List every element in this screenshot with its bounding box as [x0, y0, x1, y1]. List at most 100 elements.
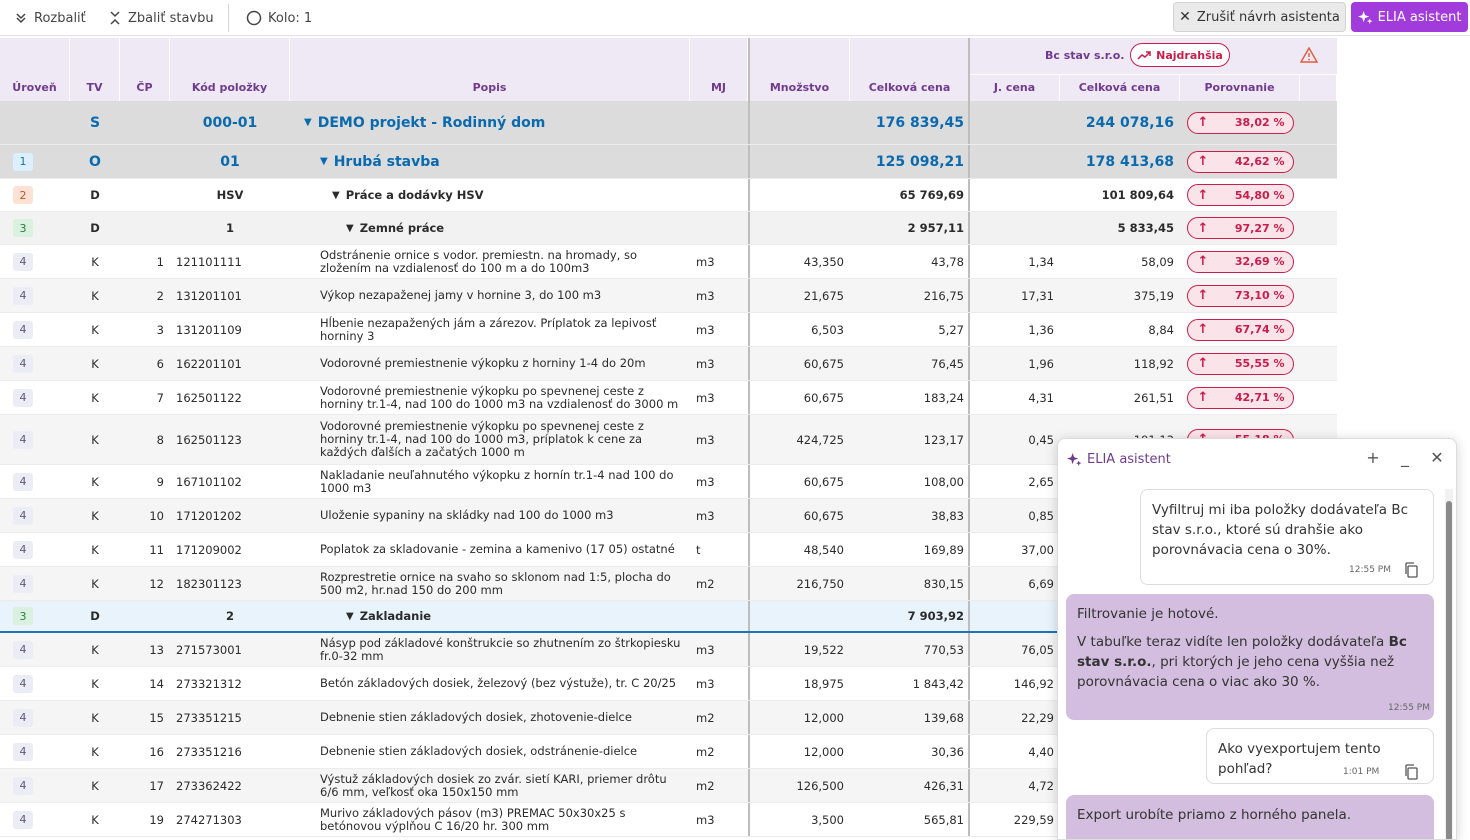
summary-row[interactable]: 1 O 01 ▼ Hrubá stavba 125 098,21 178 413,68 ↑ 42…	[0, 145, 1337, 179]
toolbar-divider	[228, 4, 229, 32]
table-row[interactable]: 4 K 6 162201101 Vodorovné premiestnenie výko…	[0, 347, 1337, 381]
cell-total: 216,75	[923, 288, 964, 303]
column-divider	[748, 533, 750, 566]
supplier-name: Bc stav s.r.o.	[1045, 49, 1125, 62]
copy-icon[interactable]	[1404, 764, 1418, 780]
elia-assistant-button[interactable]: ELIA asistent	[1351, 2, 1468, 32]
table-row[interactable]: 4 K 17 273362422 Výstuž základových dosiek z…	[0, 769, 1337, 803]
column-divider	[748, 601, 750, 631]
chevron-down-icon[interactable]: ▼	[332, 189, 340, 201]
cell-cp: 10	[149, 508, 164, 523]
column-divider	[748, 212, 750, 244]
cell-lvl: 3	[0, 601, 70, 631]
cell-desc: Výkop nezapaženej jamy v hornine 3, do 1…	[320, 288, 602, 302]
cell-lvl: 4	[0, 381, 70, 414]
table-row[interactable]: 4 K 7 162501122 Vodorovné premiestnenie výko…	[0, 381, 1337, 415]
comparison-value: 42,62 %	[1234, 155, 1285, 168]
cell-stotal: 261,51	[1133, 390, 1174, 405]
scroll-thumb[interactable]	[1446, 501, 1452, 839]
warning-icon[interactable]	[1300, 47, 1318, 63]
col-compare[interactable]: Porovnanie	[1180, 74, 1300, 101]
cell-unit: m3	[696, 288, 715, 303]
summary-row[interactable]: 2 D HSV ▼ Práce a dodávky HSV 65 769,69 101 80…	[0, 179, 1337, 212]
chat-scrollbar[interactable]	[1445, 489, 1453, 839]
level-badge: 4	[13, 574, 33, 593]
assistant-message: Filtrovanie je hotové. V tabuľke teraz v…	[1066, 594, 1434, 720]
col-qty[interactable]: Množstvo	[750, 38, 850, 101]
col-code[interactable]: Kód položky	[170, 38, 290, 101]
col-total[interactable]: Celková cena	[850, 38, 970, 101]
col-supplier-total[interactable]: Celková cena	[1060, 74, 1180, 101]
comparison-badge: ↑ 67,74 %	[1186, 318, 1294, 341]
col-unit-price[interactable]: J. cena	[970, 74, 1060, 101]
cell-qty: 12,000	[803, 744, 844, 759]
col-level[interactable]: Úroveň	[0, 38, 70, 101]
minimize-icon[interactable]: _	[1401, 448, 1409, 467]
table-row[interactable]: 4 K 3 131201109 Hĺbenie nezapažených jám a z…	[0, 313, 1337, 347]
cell-qty: 60,675	[803, 356, 844, 371]
chevron-down-icon[interactable]: ▼	[346, 610, 354, 622]
cancel-label: Zrušiť návrh asistenta	[1196, 9, 1340, 25]
cancel-suggestion-button[interactable]: ✕ Zrušiť návrh asistenta	[1173, 2, 1346, 32]
column-divider	[968, 701, 970, 734]
cell-tv: K	[91, 710, 99, 725]
arrow-up-icon: ↑	[1197, 322, 1209, 337]
table-row[interactable]: 4 K 14 273321312 Betón základových dosiek, ž…	[0, 667, 1337, 701]
trend-up-icon	[1137, 51, 1151, 60]
round-selector[interactable]: Kolo: 1	[246, 8, 312, 28]
cell-unit: m3	[696, 812, 715, 827]
cell-total: 76,45	[931, 356, 964, 371]
summary-row[interactable]: S 000-01 ▼ DEMO projekt - Rodinný dom 176 83…	[0, 101, 1337, 145]
message-time: 1:01 PM	[1343, 767, 1380, 777]
table-row[interactable]: 4 K 11 171209002 Poplatok za skladovanie - z…	[0, 533, 1337, 567]
collapse-button[interactable]: Zbaliť stavbu	[108, 8, 214, 28]
cell-unit: m2	[696, 744, 715, 759]
badge-label: Najdrahšia	[1156, 48, 1223, 62]
summary-row[interactable]: 3 D 1 ▼ Zemné práce 2 957,11 5 833,45 ↑ 97,27 %	[0, 212, 1337, 245]
col-cp[interactable]: ČP	[120, 38, 170, 101]
cell-cp: 15	[149, 710, 164, 725]
chevron-down-icon[interactable]: ▼	[320, 156, 328, 167]
cell-desc: Hĺbenie nezapažených jám a zárezov. Príp…	[320, 315, 657, 343]
expand-button[interactable]: Rozbaliť	[14, 8, 86, 28]
table-row[interactable]: 4 K 9 167101102 Nakladanie neuľahnutého výko…	[0, 465, 1337, 499]
copy-icon[interactable]	[1404, 562, 1418, 578]
cell-up: 4,31	[1028, 390, 1054, 405]
cell-cmp: ↑ 54,80 %	[1180, 179, 1300, 211]
cell-lvl: 4	[0, 803, 70, 836]
cell-lvl: 4	[0, 465, 70, 498]
cell-tv: D	[90, 609, 100, 623]
table-row[interactable]: 4 K 19 274271303 Murivo základových pásov (m…	[0, 803, 1337, 837]
cell-desc: Debnenie stien základových dosiek, odstr…	[320, 744, 638, 758]
cell-code: 01	[220, 153, 240, 170]
cell-cp: 19	[149, 812, 164, 827]
level-badge: 3	[13, 607, 33, 625]
header-divider	[748, 38, 750, 101]
col-desc[interactable]: Popis	[290, 38, 690, 101]
cell-desc: Debnenie stien základových dosiek, zhoto…	[320, 710, 632, 724]
col-tv[interactable]: TV	[70, 38, 120, 101]
cell-unit: m3	[696, 474, 715, 489]
new-chat-icon[interactable]: +	[1366, 448, 1380, 467]
chevron-down-icon[interactable]: ▼	[346, 222, 354, 234]
table-row[interactable]: 4 K 2 131201101 Výkop nezapaženej jamy v hor…	[0, 279, 1337, 313]
cell-lvl: 4	[0, 279, 70, 312]
chevron-down-icon[interactable]: ▼	[304, 117, 312, 128]
table-row[interactable]: 4 K 1 121101111 Odstránenie ornice s vodor. …	[0, 245, 1337, 279]
cell-cp: 13	[149, 642, 164, 657]
expand-icon	[16, 13, 26, 24]
level-badge: 4	[13, 286, 33, 305]
cell-desc: Vodorovné premiestnenie výkopku z hornin…	[320, 356, 646, 370]
close-icon[interactable]: ✕	[1430, 448, 1444, 467]
col-unit[interactable]: MJ	[690, 38, 748, 101]
comparison-value: 54,80 %	[1234, 188, 1285, 202]
cell-code: 162201101	[176, 356, 242, 371]
cell-lvl: 4	[0, 769, 70, 802]
cell-qty: 424,725	[796, 432, 844, 447]
column-divider	[968, 567, 970, 600]
cell-code: 273362422	[176, 778, 242, 793]
round-label: Kolo: 1	[268, 10, 313, 26]
table-row[interactable]: 4 K 16 273351216 Debnenie stien základových …	[0, 735, 1337, 769]
column-divider	[748, 701, 750, 734]
sparkle-icon	[1357, 10, 1373, 24]
